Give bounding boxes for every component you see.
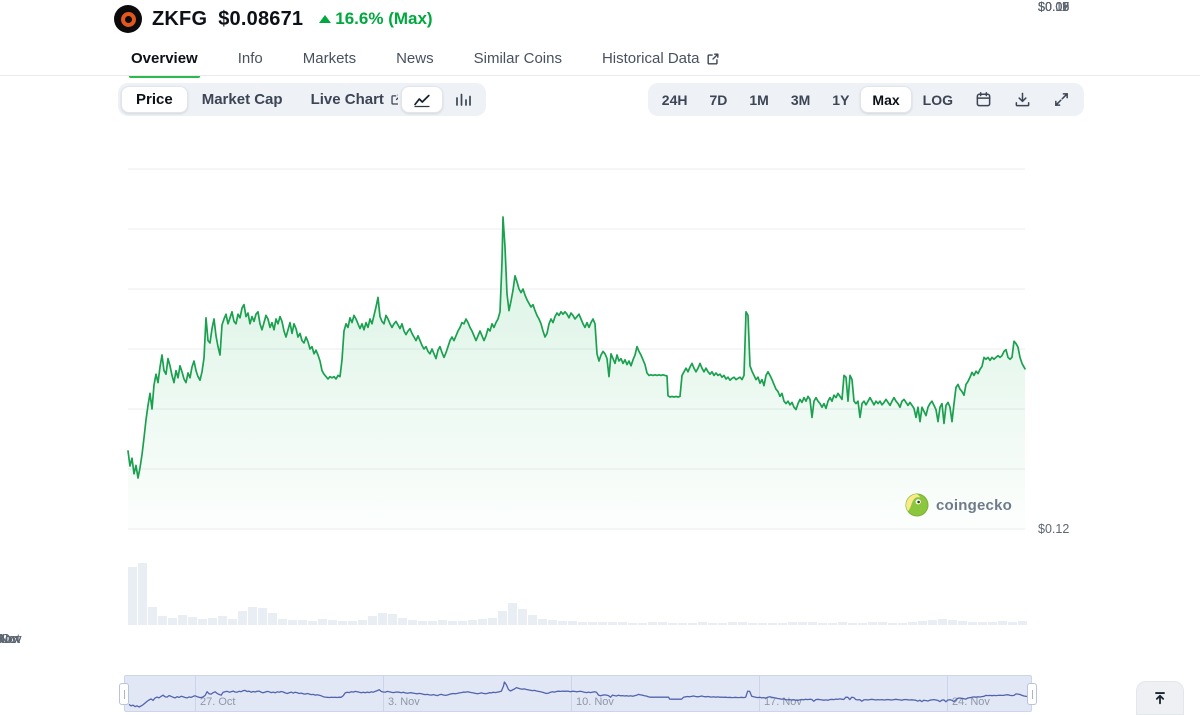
tab-markets[interactable]: Markets (302, 50, 357, 67)
coin-change-label: 16.6% (Max) (335, 9, 433, 28)
coin-logo (114, 5, 142, 33)
navigator-tick: 27. Oct (200, 696, 236, 708)
navigator-gridline (759, 676, 760, 711)
range-toggle-group: 24H 7D 1M 3M 1Y Max LOG (647, 83, 1084, 116)
y-axis-tick: $0.1 (1038, 0, 1063, 14)
y-axis-tick: $0.08 (1038, 0, 1070, 14)
coingecko-watermark: coingecko (905, 493, 1012, 517)
tab-overview[interactable]: Overview (129, 50, 200, 78)
tab-similar-coins[interactable]: Similar Coins (473, 50, 562, 67)
navigator-left-handle[interactable] (119, 682, 129, 705)
navigator-sparkline (128, 681, 1028, 708)
scroll-to-top-button[interactable] (1136, 681, 1184, 715)
x-axis-tick: 1. Nov (0, 632, 19, 646)
divider (0, 75, 1200, 76)
coin-header: ZKFG $0.08671 16.6% (Max) (114, 4, 433, 34)
coin-title: ZKFG $0.08671 (152, 8, 303, 31)
coingecko-logo-icon (905, 493, 929, 517)
download-chart-button[interactable] (1003, 86, 1042, 113)
metric-toggle-group: Price Market Cap Live Chart (118, 83, 420, 116)
navigator-right-handle[interactable] (1027, 682, 1037, 705)
navigator-tick: 10. Nov (576, 696, 614, 708)
tab-news[interactable]: News (396, 50, 434, 67)
navigator-gridline (383, 676, 384, 711)
navigator-tick: 3. Nov (388, 696, 420, 708)
calendar-icon (976, 91, 991, 107)
line-chart-type-button[interactable] (401, 86, 443, 113)
x-axis-tick: 17. Nov (0, 632, 22, 646)
tab-info[interactable]: Info (237, 50, 263, 67)
navigator-gridline (571, 676, 572, 711)
log-scale-button[interactable]: LOG (912, 86, 964, 113)
date-range-button[interactable] (964, 86, 1003, 113)
x-axis-tick: 5. Nov (0, 632, 19, 646)
y-axis-tick: $0.07 (1038, 0, 1070, 14)
y-axis-tick: $0.06 (1038, 0, 1070, 14)
navigator-gridline (195, 676, 196, 711)
price-chart-canvas[interactable] (0, 0, 1200, 672)
tab-historical-data[interactable]: Historical Data (602, 50, 720, 69)
market-cap-button[interactable]: Market Cap (188, 86, 297, 113)
coin-price: $0.08671 (218, 7, 304, 30)
chart-type-toggle-group (398, 83, 486, 116)
download-icon (1015, 92, 1030, 107)
y-axis-tick: $0.12 (1038, 522, 1070, 536)
range-24h-button[interactable]: 24H (651, 86, 699, 113)
coin-price-change: 16.6% (Max) (319, 9, 433, 29)
price-button[interactable]: Price (121, 86, 188, 113)
x-axis-tick: 9. Nov (0, 632, 19, 646)
x-axis-tick: 13. Nov (0, 632, 22, 646)
fullscreen-button[interactable] (1042, 86, 1081, 113)
x-axis-tick: 28. Oct (0, 632, 21, 646)
bar-chart-icon (456, 93, 471, 106)
chart-navigator[interactable]: 27. Oct 3. Nov 10. Nov 17. Nov 24. Nov (119, 675, 1037, 712)
range-7d-button[interactable]: 7D (698, 86, 738, 113)
x-axis-tick: 21. Nov (0, 632, 22, 646)
arrow-up-icon (319, 15, 332, 23)
external-link-icon (706, 52, 719, 65)
page-tabs: Overview Info Markets News Similar Coins… (129, 44, 720, 78)
bar-chart-type-button[interactable] (443, 86, 483, 113)
coin-symbol: ZKFG (152, 7, 208, 30)
y-axis-tick: $0.09 (1038, 0, 1070, 14)
range-1y-button[interactable]: 1Y (821, 86, 860, 113)
arrow-to-top-icon (1155, 692, 1165, 705)
range-max-button[interactable]: Max (860, 86, 912, 113)
range-3m-button[interactable]: 3M (780, 86, 821, 113)
range-1m-button[interactable]: 1M (738, 86, 779, 113)
watermark-text: coingecko (936, 496, 1012, 514)
y-axis-tick: $0.11 (1038, 0, 1069, 14)
line-chart-icon (414, 94, 430, 107)
navigator-tick: 17. Nov (764, 696, 802, 708)
fullscreen-icon (1055, 93, 1068, 106)
navigator-gridline (947, 676, 948, 711)
x-axis-tick: 26. Nov (0, 632, 22, 646)
